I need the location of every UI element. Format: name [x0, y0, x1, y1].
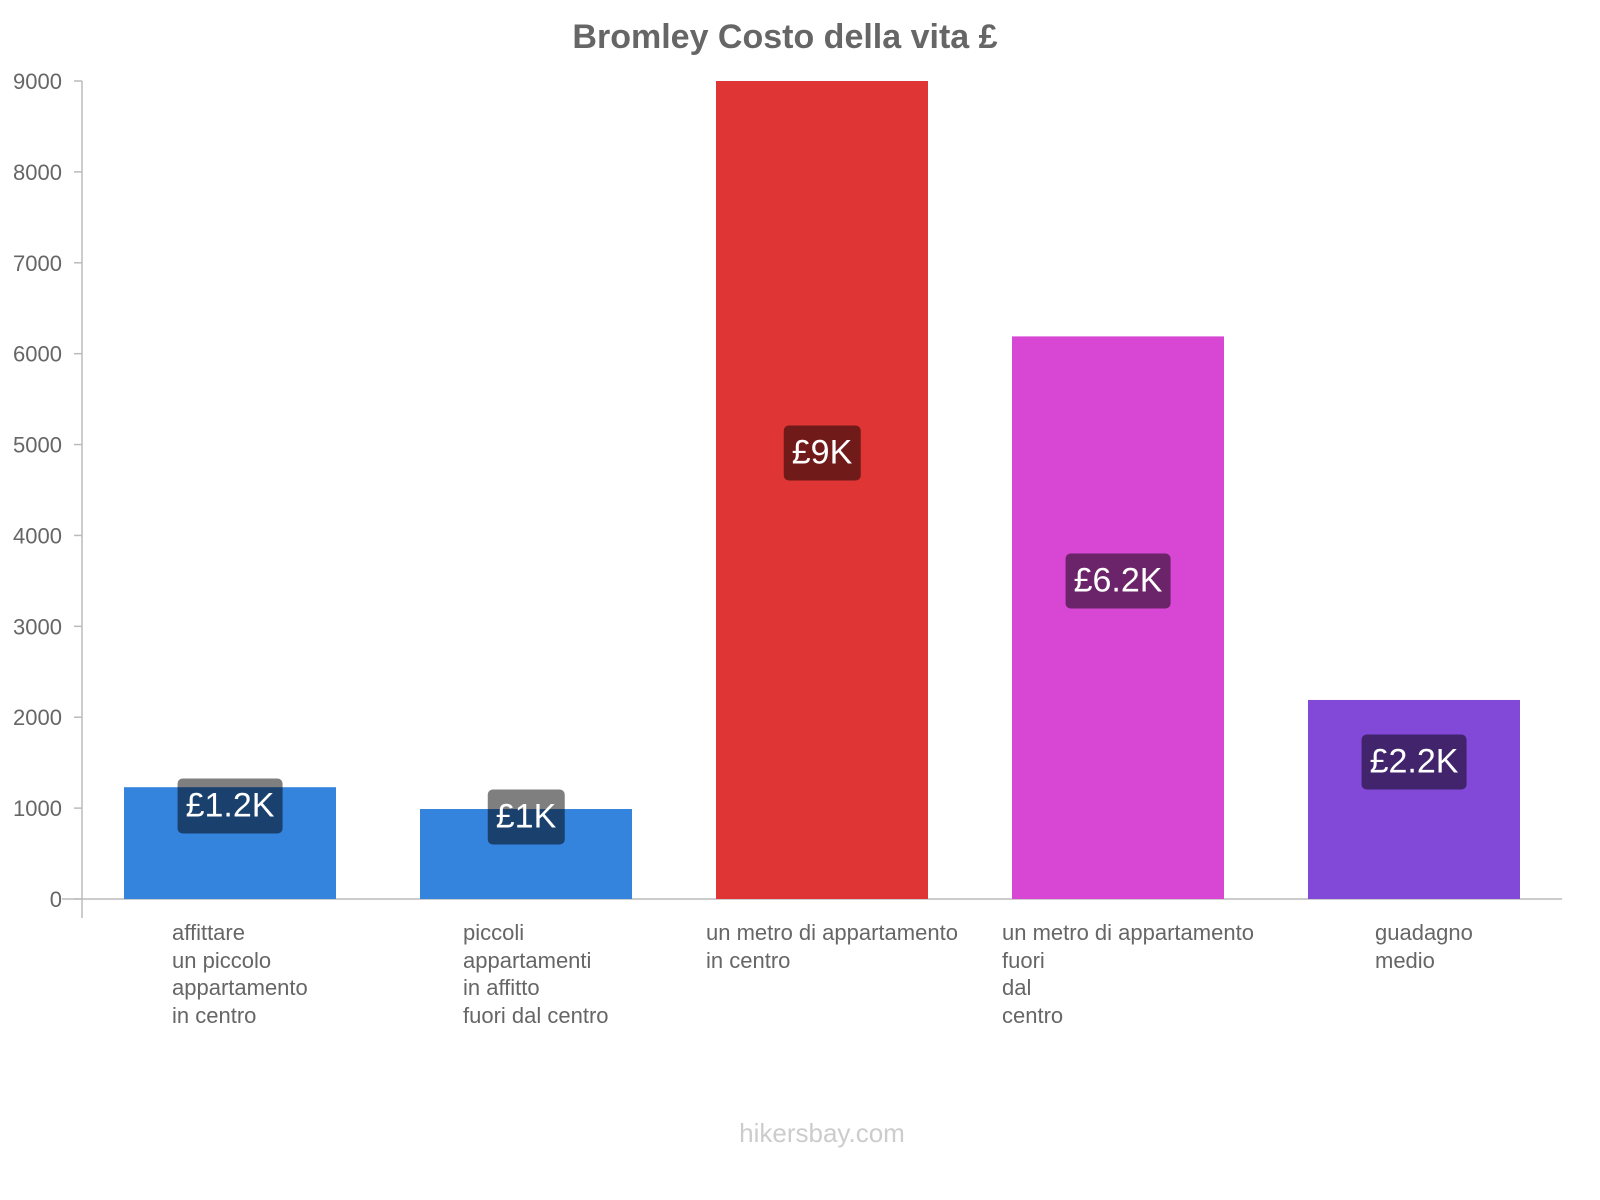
x-category-label-line: appartamenti	[463, 947, 592, 973]
x-category-label-line: fuori dal centro	[463, 1002, 609, 1028]
y-tick-label: 7000	[13, 251, 62, 276]
x-category-label-line: un piccolo	[172, 947, 272, 973]
x-category-label-line: fuori	[1002, 947, 1045, 973]
data-label: £9K	[783, 425, 861, 481]
y-tick-label: 3000	[13, 614, 62, 639]
x-category-label-line: in centro	[706, 947, 791, 973]
data-label: £1K	[487, 789, 565, 845]
y-tick-label: 6000	[13, 342, 62, 367]
x-category-label-line: in centro	[172, 1002, 257, 1028]
y-tick-label: 4000	[13, 523, 62, 548]
y-tick-label: 2000	[13, 705, 62, 730]
data-label: £6.2K	[1065, 553, 1171, 609]
x-category-label-line: medio	[1375, 947, 1435, 973]
x-category-label: un metro di appartamento fuori dal centro	[1002, 919, 1254, 1029]
x-category-label: un metro di appartamento in centro	[706, 919, 958, 974]
x-category-label-line: un metro di appartamento	[706, 920, 958, 945]
data-label: £2.2K	[1361, 734, 1467, 790]
x-category-label-line: un metro di appartamento	[1002, 920, 1254, 945]
x-category-label-line: dal	[1002, 975, 1032, 1000]
x-category-label: piccoli appartamenti in affitto fuori dal c…	[463, 919, 609, 1029]
y-tick-label: 8000	[13, 160, 62, 185]
bar	[1012, 336, 1224, 899]
y-tick-label: 9000	[13, 69, 62, 94]
x-category-label: guadagno medio	[1375, 919, 1473, 974]
x-category-label: affittare un piccolo appartamento in centro	[172, 919, 308, 1029]
x-category-label-line: guadagno	[1375, 920, 1473, 945]
bar	[716, 81, 928, 899]
x-category-label-line: in affitto	[463, 975, 540, 1000]
footer-watermark: hikersbay.com	[739, 1118, 905, 1148]
x-category-label-line: piccoli	[463, 920, 525, 945]
data-label: £1.2K	[177, 778, 283, 834]
y-tick-label: 1000	[13, 796, 62, 821]
y-tick-label: 5000	[13, 433, 62, 458]
x-category-label-line: affittare	[172, 920, 245, 945]
bar	[1308, 699, 1520, 899]
y-tick-label: 0	[50, 887, 62, 912]
x-category-label-line: centro	[1002, 1002, 1064, 1028]
chart-title: Bromley Costo della vita £	[572, 18, 998, 56]
x-category-label-line: appartamento	[172, 975, 308, 1000]
